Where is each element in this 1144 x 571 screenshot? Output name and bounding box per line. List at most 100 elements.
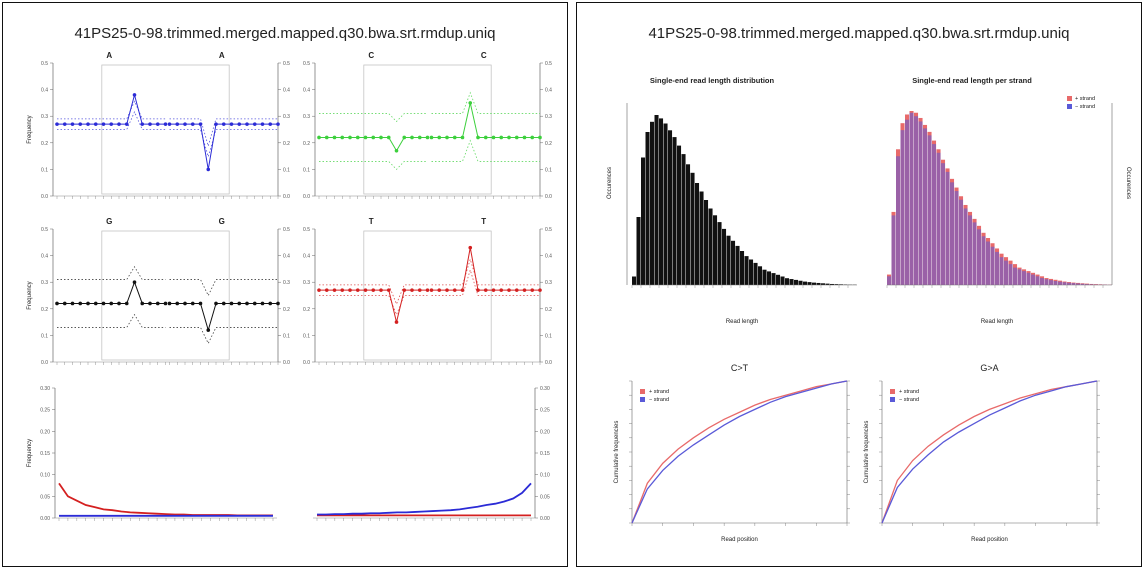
frequency-point	[437, 135, 442, 140]
confidence-band	[319, 257, 540, 306]
frequency-point	[499, 135, 504, 140]
frequency-point	[499, 288, 504, 292]
confidence-band	[57, 313, 278, 345]
hist-bar-overlay	[918, 121, 923, 285]
hist-bar-overlay	[1089, 284, 1094, 285]
hist-bar-overlay	[941, 163, 946, 285]
y-tick-label: 0.2	[303, 141, 310, 147]
frequency-point	[175, 301, 180, 306]
frequency-point	[468, 245, 473, 250]
frequency-point	[109, 301, 114, 306]
frequency-point	[507, 135, 511, 140]
frequency-point	[379, 288, 383, 292]
frequency-point	[476, 135, 480, 140]
hist-bar	[776, 274, 781, 285]
hist-bar-overlay	[1076, 283, 1081, 285]
y-tick-label: 0.4	[303, 254, 310, 260]
y-tick-label-right: 0.15	[540, 451, 550, 457]
legend-label-minus: − strand	[899, 397, 919, 403]
hist-bar	[816, 282, 821, 285]
cumulative-ga: G>A Cumulative frequencies Read position + …	[864, 363, 1100, 543]
y-tick-label: 0.00	[40, 516, 50, 522]
hist-bar	[762, 269, 767, 285]
hist-bar-overlay	[1031, 274, 1036, 285]
y-tick-label-right: 0.2	[545, 307, 552, 313]
y-tick-label: 0.3	[303, 280, 310, 286]
frequency-point	[175, 122, 180, 126]
frequency-point	[190, 301, 195, 306]
hist-bar-overlay	[1094, 284, 1099, 285]
frequency-point	[483, 135, 488, 140]
frequency-point	[468, 101, 473, 105]
hist-bar	[708, 208, 713, 285]
hist-bar	[749, 259, 754, 285]
legend-label-plus: + strand	[1075, 96, 1095, 102]
hist-bar-overlay	[1008, 264, 1013, 285]
y-tick-label-right: 0.3	[545, 114, 552, 120]
read-region-box	[101, 230, 230, 361]
legend-label-plus: + strand	[899, 389, 919, 395]
y-tick-label: 0.25	[40, 408, 50, 414]
frequency-point	[101, 122, 106, 126]
nuc-title-right: C	[481, 51, 487, 60]
hist-bar	[659, 118, 664, 286]
hist-bar-overlay	[1080, 283, 1085, 285]
frequency-point	[221, 122, 226, 126]
hist-bar	[753, 262, 758, 285]
hist-bar	[780, 276, 785, 285]
frequency-point	[538, 288, 542, 292]
frequency-point	[148, 301, 152, 306]
confidence-band	[57, 110, 278, 159]
y-axis-title: Frequency	[27, 281, 33, 309]
frequency-line	[57, 280, 278, 332]
y-tick-label: 0.4	[41, 254, 48, 260]
hist-bar-overlay	[1044, 279, 1049, 285]
hist-bar	[825, 283, 830, 285]
frequency-point	[371, 288, 376, 292]
frequency-point	[514, 135, 519, 140]
x-axis-title: Read length	[981, 319, 1013, 325]
left-panel: 41PS25-0-98.trimmed.merged.mapped.q30.bw…	[2, 2, 568, 567]
frequency-point	[124, 122, 129, 126]
y-tick-label-right: 0.05	[540, 494, 550, 500]
hist-bar	[735, 245, 740, 285]
frequency-point	[324, 135, 329, 140]
y-tick-label-right: 0.0	[283, 360, 290, 366]
frequency-point	[348, 288, 352, 292]
frequency-point	[363, 288, 368, 292]
y-axis-title: Occurences	[1125, 167, 1131, 199]
nuc-title-left: T	[369, 217, 374, 226]
y-tick-label-right: 0.0	[545, 194, 552, 200]
hist-bar-overlay	[977, 229, 982, 285]
y-tick-label: 0.05	[40, 494, 50, 500]
left-charts: 0.0 0.0 0.1 0.1 0.2 0.2 0.3 0.3 0.4 0.4 0.5 0.5 A A Fr…	[27, 51, 552, 522]
hist-bar	[668, 130, 673, 285]
legend-label-plus: + strand	[649, 389, 669, 395]
hist-bar-overlay	[1040, 278, 1045, 285]
hist-bar	[636, 217, 641, 285]
hist-bar	[726, 235, 731, 285]
frequency-point	[355, 288, 360, 292]
right-panel: 41PS25-0-98.trimmed.merged.mapped.q30.bw…	[576, 2, 1142, 567]
misincorporation-plot: 0.00 0.00 0.05 0.05 0.10 0.10 0.15 0.15 0.20 0.20…	[27, 386, 550, 522]
nuc-plot-A: 0.0 0.0 0.1 0.1 0.2 0.2 0.3 0.3 0.4 0.4 0.5 0.5 A A Fr…	[27, 51, 290, 200]
frequency-point	[140, 122, 145, 126]
y-tick-label-right: 0.1	[545, 167, 552, 173]
read-region-box	[363, 230, 492, 361]
confidence-band	[319, 139, 540, 170]
legend-swatch-minus	[1067, 104, 1072, 109]
hist-bar-overlay	[914, 116, 919, 285]
frequency-point	[101, 301, 106, 306]
hist-bar	[690, 172, 695, 285]
y-tick-label: 0.2	[41, 307, 48, 313]
frequency-point	[229, 301, 234, 306]
y-tick-label: 0.2	[303, 307, 310, 313]
y-tick-label-right: 0.4	[545, 88, 552, 94]
y-tick-label: 0.3	[41, 280, 48, 286]
y-axis-title: Cumulative frequencies	[614, 421, 620, 484]
frequency-point	[245, 301, 249, 306]
frequency-point	[155, 301, 160, 306]
frequency-point	[55, 122, 59, 126]
hist-bar	[686, 164, 691, 285]
right-panel-title: 41PS25-0-98.trimmed.merged.mapped.q30.bw…	[648, 25, 1070, 42]
